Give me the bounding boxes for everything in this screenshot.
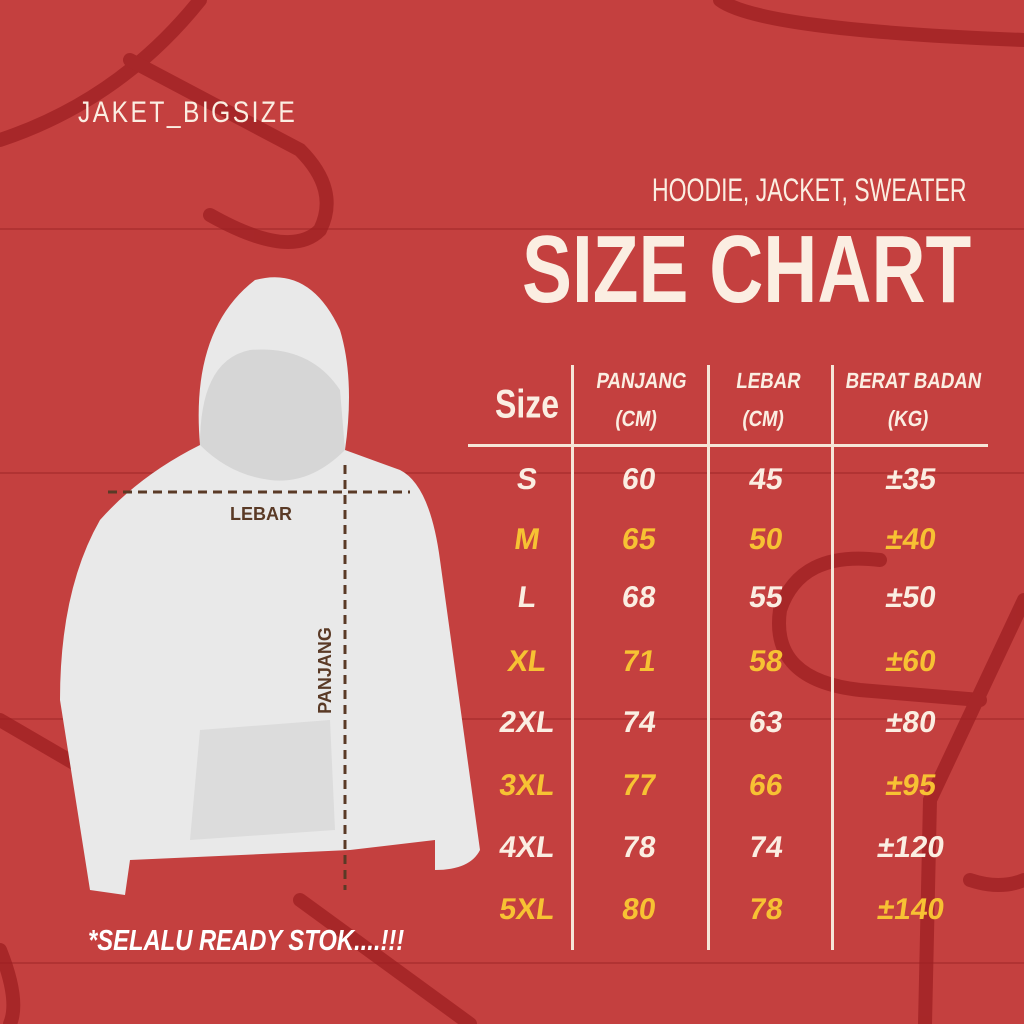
cell-panjang: 74 [620,706,659,739]
page-title: SIZE CHART [522,216,972,323]
cell-berat: ±140 [875,893,947,926]
subtitle: HOODIE, JACKET, SWEATER [652,172,967,208]
header-panjang: PANJANG (CM) [589,362,690,438]
header-berat-badan: BERAT BADAN (KG) [838,362,984,438]
header-line1: BERAT BADAN [844,368,984,393]
column-divider [571,365,574,950]
cell-lebar: 66 [747,769,786,802]
header-line1: LEBAR [734,368,803,393]
cell-size: 3XL [497,769,557,802]
cell-berat: ±120 [875,831,947,864]
cell-panjang: 65 [620,523,659,556]
cell-panjang: 80 [620,893,659,926]
header-divider [468,444,988,447]
column-divider [707,365,710,950]
header-size: Size [494,382,560,427]
cell-panjang: 60 [620,463,659,496]
cell-panjang: 78 [620,831,659,864]
cell-panjang: 68 [620,581,659,614]
column-divider [831,365,834,950]
cell-berat: ±95 [883,769,939,802]
cell-berat: ±40 [883,523,939,556]
plank-line [0,962,1024,964]
cell-size: M [512,523,542,556]
plank-line [0,472,1024,474]
cell-size: 5XL [497,893,557,926]
stock-note: *SELALU READY STOK....!!! [88,925,405,957]
cell-size: XL [505,645,549,678]
brand-name: JAKET_BIGSIZE [78,96,298,129]
cell-size: 4XL [497,831,557,864]
cell-panjang: 71 [620,645,659,678]
cell-berat: ±50 [883,581,939,614]
header-unit: (KG) [886,406,931,431]
plank-line [0,228,1024,230]
cell-size: 2XL [497,706,557,739]
cell-lebar: 45 [747,463,786,496]
cell-lebar: 78 [747,893,786,926]
cell-panjang: 77 [620,769,659,802]
cell-lebar: 55 [747,581,786,614]
header-unit: (CM) [740,406,786,431]
header-unit: (CM) [613,406,659,431]
length-label: PANJANG [314,627,335,714]
width-label: LEBAR [230,504,292,524]
cell-lebar: 50 [747,523,786,556]
cell-berat: ±35 [883,463,939,496]
cell-lebar: 63 [747,706,786,739]
cell-lebar: 74 [747,831,786,864]
plank-line [0,718,1024,720]
cell-berat: ±60 [883,645,939,678]
cell-lebar: 58 [747,645,786,678]
cell-berat: ±80 [883,706,939,739]
hoodie-image [60,277,480,895]
header-line1: PANJANG [594,368,689,393]
header-lebar: LEBAR (CM) [728,362,803,438]
